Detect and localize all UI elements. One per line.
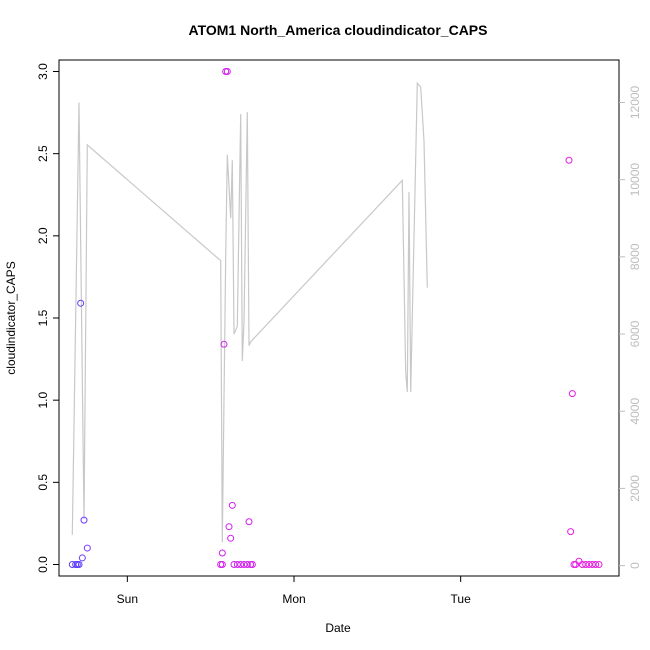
x-axis: Sun Mon Tue [117,576,471,606]
x-tick-label-2: Tue [451,592,472,606]
data-point-35 [592,560,600,568]
data-point-3 [75,560,83,568]
y2-tick-label-6: 12000 [628,85,642,119]
data-point-32 [582,560,590,568]
data-point-14 [225,523,233,531]
line-layer [71,81,428,543]
points-layer [68,68,603,568]
data-point-34 [588,560,596,568]
y2-tick-label-1: 2000 [628,475,642,502]
y2-tick-label-0: 0 [628,562,642,569]
data-point-6 [80,516,88,524]
y-axis-label: cloudindicator_CAPS [4,261,18,374]
y2-axis: 0 2000 4000 6000 8000 10000 12000 [619,85,642,569]
data-point-22 [245,518,253,526]
data-point-4 [77,299,85,307]
y2-tick-label-4: 8000 [628,243,642,270]
y-tick-label-0: 0.0 [36,556,50,573]
y-tick-label-6: 3.0 [36,63,50,80]
data-point-21 [243,560,251,568]
data-point-10 [218,549,226,557]
data-point-13 [223,68,231,76]
data-point-25 [565,156,573,164]
y2-tick-label-5: 10000 [628,163,642,197]
data-point-15 [227,534,235,542]
x-tick-label-1: Mon [282,592,305,606]
data-point-30 [575,557,583,565]
data-point-18 [233,560,241,568]
y-axis: 0.0 0.5 1.0 1.5 2.0 2.5 3.0 [36,63,59,573]
y-tick-label-3: 1.5 [36,309,50,326]
data-point-20 [240,560,248,568]
data-point-24 [248,560,256,568]
data-point-31 [578,560,586,568]
y2-tick-label-2: 4000 [628,398,642,425]
data-point-27 [568,390,576,398]
data-point-16 [228,501,236,509]
x-tick-label-0: Sun [117,592,138,606]
data-point-0 [68,560,76,568]
data-point-33 [585,560,593,568]
y-tick-label-5: 2.5 [36,145,50,162]
data-point-7 [83,544,91,552]
x-axis-label: Date [325,621,351,635]
data-point-26 [567,528,575,536]
y2-tick-label-3: 6000 [628,320,642,347]
series-line [71,81,428,543]
y-tick-label-1: 0.5 [36,474,50,491]
data-point-11 [220,340,228,348]
y-tick-label-2: 1.0 [36,392,50,409]
data-point-9 [218,560,226,568]
chart-title: ATOM1 North_America cloudindicator_CAPS [189,22,488,38]
y-tick-label-4: 2.0 [36,227,50,244]
plot-frame [58,59,620,577]
data-point-19 [237,560,245,568]
data-point-5 [78,554,86,562]
data-point-36 [595,560,603,568]
data-point-17 [230,560,238,568]
